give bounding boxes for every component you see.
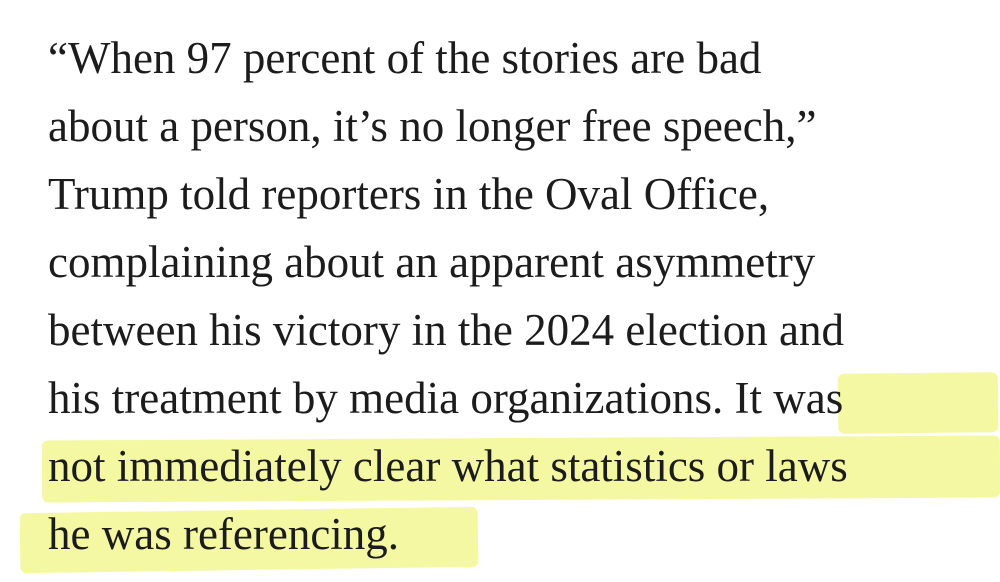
article-paragraph: “When 97 percent of the stories are bad … <box>19 24 1000 574</box>
highlighted-text: he was referencing. <box>48 509 400 559</box>
text-line: Trump told reporters in the Oval Office, <box>48 160 998 228</box>
text-line: not immediately clear what statistics or… <box>41 432 1000 503</box>
highlighted-text: not immediately clear what statistics or… <box>48 441 848 491</box>
text-line: complaining about an apparent asymmetry <box>48 228 998 296</box>
text-line: between his victory in the 2024 election… <box>48 296 998 364</box>
text-line: he was referencing. <box>19 500 998 574</box>
text-line: about a person, it’s no longer free spee… <box>48 92 998 160</box>
line-text: about a person, it’s no longer free spee… <box>48 101 817 151</box>
line-text: his treatment by media organizations. <box>48 373 735 423</box>
line-text: “When 97 percent of the stories are bad <box>48 33 762 83</box>
highlighted-text: It was <box>734 373 844 423</box>
text-line: his treatment by media organizations. It… <box>48 364 999 434</box>
text-line: “When 97 percent of the stories are bad <box>48 24 998 92</box>
highlighter-mark <box>837 372 999 434</box>
line-text: complaining about an apparent asymmetry <box>48 237 816 287</box>
line-text: between his victory in the 2024 election… <box>48 305 845 355</box>
line-text: Trump told reporters in the Oval Office, <box>48 169 770 219</box>
